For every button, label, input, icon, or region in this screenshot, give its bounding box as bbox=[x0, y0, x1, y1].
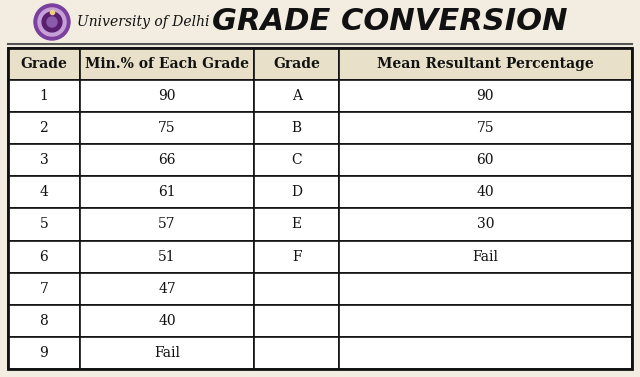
Bar bbox=[80, 337, 255, 369]
Bar bbox=[255, 144, 339, 176]
Bar bbox=[80, 80, 255, 112]
Text: E: E bbox=[292, 218, 301, 231]
Text: 61: 61 bbox=[158, 185, 176, 199]
Text: A: A bbox=[292, 89, 301, 103]
Circle shape bbox=[38, 8, 66, 36]
Bar bbox=[255, 80, 339, 112]
Bar bbox=[8, 112, 80, 144]
Text: University of Delhi: University of Delhi bbox=[77, 15, 209, 29]
Bar bbox=[255, 337, 339, 369]
Bar bbox=[8, 144, 80, 176]
Bar bbox=[339, 241, 632, 273]
Text: 90: 90 bbox=[158, 89, 176, 103]
Text: 66: 66 bbox=[158, 153, 176, 167]
Bar bbox=[8, 176, 80, 208]
Bar bbox=[255, 241, 339, 273]
Text: 90: 90 bbox=[477, 89, 494, 103]
Bar bbox=[8, 337, 80, 369]
Bar bbox=[339, 176, 632, 208]
Bar bbox=[255, 208, 339, 241]
Circle shape bbox=[34, 4, 70, 40]
Bar bbox=[255, 112, 339, 144]
Bar bbox=[80, 241, 255, 273]
Text: Grade: Grade bbox=[273, 57, 320, 71]
Text: Min.% of Each Grade: Min.% of Each Grade bbox=[85, 57, 249, 71]
Bar bbox=[255, 273, 339, 305]
Text: 60: 60 bbox=[477, 153, 494, 167]
Text: 5: 5 bbox=[40, 218, 48, 231]
Bar bbox=[8, 80, 80, 112]
Text: GRADE CONVERSION: GRADE CONVERSION bbox=[212, 8, 568, 37]
Bar bbox=[339, 273, 632, 305]
Bar bbox=[80, 305, 255, 337]
Bar bbox=[8, 305, 80, 337]
Circle shape bbox=[42, 12, 62, 32]
Text: 51: 51 bbox=[158, 250, 176, 264]
Bar bbox=[255, 176, 339, 208]
Text: B: B bbox=[292, 121, 301, 135]
Circle shape bbox=[47, 17, 57, 27]
Text: 2: 2 bbox=[40, 121, 48, 135]
Text: 3: 3 bbox=[40, 153, 48, 167]
Bar bbox=[8, 241, 80, 273]
Bar bbox=[255, 305, 339, 337]
Text: D: D bbox=[291, 185, 302, 199]
Bar bbox=[80, 273, 255, 305]
Text: 57: 57 bbox=[158, 218, 176, 231]
Bar bbox=[8, 208, 80, 241]
Text: F: F bbox=[292, 250, 301, 264]
Text: Fail: Fail bbox=[472, 250, 499, 264]
Bar bbox=[255, 48, 339, 80]
Text: 6: 6 bbox=[40, 250, 48, 264]
Bar bbox=[8, 48, 632, 369]
Text: 75: 75 bbox=[158, 121, 176, 135]
Bar bbox=[8, 273, 80, 305]
Bar bbox=[80, 208, 255, 241]
Bar bbox=[80, 48, 255, 80]
Text: 40: 40 bbox=[158, 314, 176, 328]
Text: 30: 30 bbox=[477, 218, 494, 231]
Bar bbox=[80, 176, 255, 208]
Bar bbox=[339, 208, 632, 241]
Text: Mean Resultant Percentage: Mean Resultant Percentage bbox=[377, 57, 594, 71]
Bar bbox=[339, 144, 632, 176]
Text: 47: 47 bbox=[158, 282, 176, 296]
Text: 9: 9 bbox=[40, 346, 48, 360]
Bar bbox=[339, 337, 632, 369]
Text: 40: 40 bbox=[477, 185, 494, 199]
Text: 8: 8 bbox=[40, 314, 48, 328]
Text: 75: 75 bbox=[477, 121, 494, 135]
Text: 7: 7 bbox=[40, 282, 48, 296]
Text: 1: 1 bbox=[40, 89, 48, 103]
Bar bbox=[339, 80, 632, 112]
Text: Grade: Grade bbox=[20, 57, 67, 71]
Bar bbox=[339, 112, 632, 144]
Bar bbox=[80, 112, 255, 144]
Bar bbox=[339, 48, 632, 80]
Text: C: C bbox=[291, 153, 302, 167]
Text: 4: 4 bbox=[40, 185, 48, 199]
Bar bbox=[8, 48, 80, 80]
Bar bbox=[80, 144, 255, 176]
Text: Fail: Fail bbox=[154, 346, 180, 360]
Bar bbox=[339, 305, 632, 337]
